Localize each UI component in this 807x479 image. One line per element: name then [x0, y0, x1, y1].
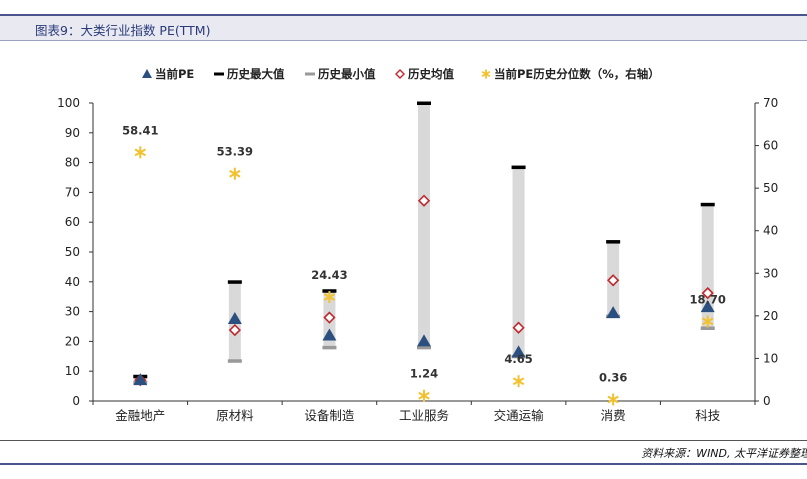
- current-pe-marker: [417, 334, 431, 347]
- legend-label: 当前PE历史分位数（%，右轴）: [494, 67, 660, 81]
- range-bar: [418, 103, 430, 348]
- percentile-label: 1.24: [410, 367, 438, 381]
- percentile-marker: [512, 375, 525, 388]
- category-label: 交通运输: [494, 408, 545, 423]
- left-tick-label: 40: [65, 275, 80, 289]
- average-marker: [417, 194, 431, 207]
- percentile-marker: [134, 146, 146, 159]
- percentile-marker: [323, 290, 336, 303]
- right-tick-label: 10: [763, 351, 778, 365]
- max-marker: [227, 280, 242, 284]
- figure-title: 图表9：大类行业指数 PE(TTM): [35, 23, 211, 38]
- legend-swatch-current: [142, 69, 152, 78]
- min-marker: [227, 359, 242, 363]
- legend-label: 历史均值: [408, 67, 454, 81]
- legend-swatch-percentile: [481, 69, 491, 79]
- current-pe-marker: [133, 373, 148, 386]
- category-label: 工业服务: [399, 408, 449, 423]
- min-marker: [700, 326, 715, 330]
- legend-label: 当前PE: [155, 67, 194, 81]
- source-note: 资料来源：WIND, 太平洋证券整理: [641, 447, 807, 460]
- current-pe-marker: [511, 345, 526, 358]
- left-tick-label: 50: [65, 245, 80, 259]
- right-tick-label: 60: [763, 139, 778, 153]
- max-marker: [700, 202, 715, 207]
- percentile-label: 58.41: [122, 123, 158, 137]
- average-marker: [228, 323, 241, 337]
- max-marker: [606, 240, 621, 244]
- left-tick-label: 100: [57, 96, 80, 110]
- max-marker: [511, 165, 526, 170]
- right-tick-label: 70: [763, 96, 778, 110]
- left-tick-label: 80: [65, 156, 80, 170]
- percentile-label: 0.36: [599, 370, 627, 384]
- right-tick-label: 0: [763, 394, 771, 408]
- right-tick-label: 40: [763, 224, 778, 238]
- current-pe-marker: [322, 328, 337, 341]
- category-label: 科技: [695, 408, 721, 423]
- percentile-marker: [702, 315, 714, 328]
- title-bar: 图表9：大类行业指数 PE(TTM): [0, 16, 807, 40]
- percentile-label: 53.39: [217, 145, 253, 159]
- legend-label: 历史最小值: [318, 67, 376, 81]
- left-tick-label: 60: [65, 215, 80, 229]
- left-tick-label: 20: [65, 334, 80, 348]
- percentile-marker: [607, 393, 619, 406]
- legend-swatch-average: [395, 69, 405, 79]
- percentile-label: 4.65: [504, 352, 532, 366]
- legend-swatch-dash: [214, 72, 224, 76]
- min-marker: [417, 345, 431, 350]
- current-pe-marker: [606, 306, 621, 319]
- left-tick-label: 90: [65, 126, 80, 140]
- top-rule: [0, 14, 807, 16]
- percentile-marker: [418, 389, 430, 402]
- average-marker: [512, 321, 525, 334]
- percentile-label: 18.70: [690, 292, 726, 306]
- right-tick-label: 20: [763, 309, 778, 323]
- footer-rule: [0, 463, 807, 465]
- right-tick-label: 50: [763, 181, 778, 195]
- average-marker: [607, 274, 620, 287]
- min-marker: [322, 345, 337, 350]
- pe-chart: 0 10 20 30 40 50 60 70 80 90 100 0 10 20 30 40 50 60 70 金融地…: [57, 67, 778, 423]
- legend-swatch-dash: [305, 72, 315, 76]
- current-pe-marker: [227, 312, 242, 325]
- left-tick-label: 70: [65, 185, 80, 199]
- current-pe-marker: [700, 300, 715, 313]
- category-label: 消费: [601, 408, 626, 423]
- category-label: 原材料: [216, 408, 254, 423]
- max-marker: [322, 289, 337, 293]
- title-underline: [0, 40, 807, 41]
- legend-label: 历史最大值: [227, 67, 285, 81]
- percentile-label: 24.43: [311, 268, 347, 282]
- percentile-marker: [229, 167, 241, 180]
- max-marker: [417, 101, 431, 105]
- right-tick-label: 30: [763, 266, 778, 280]
- range-bar: [701, 204, 714, 328]
- category-label: 设备制造: [304, 408, 355, 423]
- left-tick-label: 10: [65, 364, 80, 378]
- left-tick-label: 30: [65, 305, 80, 319]
- average-marker: [323, 311, 336, 324]
- category-label: 金融地产: [115, 408, 165, 423]
- left-tick-label: 0: [72, 394, 80, 408]
- bottom-rule: [0, 440, 807, 441]
- average-marker: [701, 286, 714, 300]
- range-bar: [512, 167, 525, 357]
